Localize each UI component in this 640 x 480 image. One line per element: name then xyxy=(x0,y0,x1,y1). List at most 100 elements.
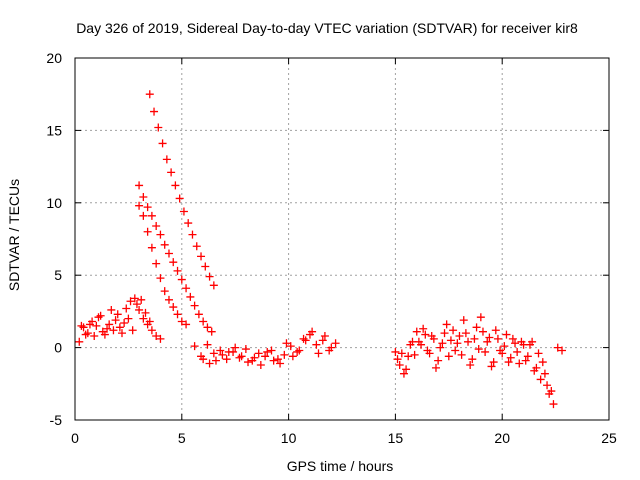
data-point xyxy=(90,332,99,341)
data-point xyxy=(209,349,218,358)
data-point xyxy=(423,346,432,355)
data-point xyxy=(94,313,103,322)
data-point xyxy=(453,339,462,348)
data-point xyxy=(92,321,101,330)
data-point xyxy=(113,310,122,319)
data-point xyxy=(444,352,453,361)
data-point xyxy=(502,330,511,339)
data-point xyxy=(273,355,282,364)
data-point xyxy=(468,355,477,364)
data-point xyxy=(211,356,220,365)
data-point xyxy=(474,345,483,354)
data-point xyxy=(117,329,126,338)
data-point xyxy=(547,387,556,396)
data-point xyxy=(261,352,270,361)
data-point xyxy=(410,350,419,359)
data-point xyxy=(427,332,436,341)
data-point xyxy=(543,381,552,390)
data-point xyxy=(404,352,413,361)
data-point xyxy=(177,317,186,326)
data-point xyxy=(130,294,139,303)
data-point xyxy=(77,321,86,330)
data-point xyxy=(254,349,263,358)
y-tick-label: -5 xyxy=(50,412,63,428)
data-point xyxy=(147,326,156,335)
data-point xyxy=(139,193,148,202)
data-point xyxy=(167,168,176,177)
data-point xyxy=(504,358,513,367)
data-point xyxy=(197,252,206,261)
data-point xyxy=(169,258,178,267)
data-point xyxy=(143,227,152,236)
data-point xyxy=(160,287,169,296)
data-point xyxy=(218,350,227,359)
data-point xyxy=(156,274,165,283)
data-point xyxy=(431,363,440,372)
data-point xyxy=(288,352,297,361)
data-point xyxy=(457,350,466,359)
data-point xyxy=(438,339,447,348)
data-point xyxy=(256,360,265,369)
data-point xyxy=(538,358,547,367)
data-point xyxy=(515,359,524,368)
data-point xyxy=(318,336,327,345)
data-point xyxy=(536,375,545,384)
series-early-cluster-b xyxy=(77,295,154,341)
data-point xyxy=(152,332,161,341)
data-point xyxy=(175,194,184,203)
data-point xyxy=(436,343,445,352)
data-point xyxy=(194,310,203,319)
data-point xyxy=(397,349,406,358)
data-point xyxy=(483,337,492,346)
data-point xyxy=(179,207,188,216)
series-late-cluster-b xyxy=(393,324,556,396)
data-point xyxy=(451,346,460,355)
data-point xyxy=(391,347,400,356)
data-point xyxy=(301,336,310,345)
data-point xyxy=(164,249,173,258)
x-tick-label: 5 xyxy=(178,430,186,446)
data-point xyxy=(511,339,520,348)
data-point xyxy=(216,346,225,355)
data-point xyxy=(442,320,451,329)
data-point xyxy=(523,352,532,361)
data-point xyxy=(421,330,430,339)
data-point xyxy=(192,242,201,251)
data-point xyxy=(399,369,408,378)
data-point xyxy=(173,310,182,319)
data-point xyxy=(308,327,317,336)
data-point xyxy=(154,123,163,132)
y-tick-label: 20 xyxy=(46,50,62,66)
data-point xyxy=(145,90,154,99)
data-point xyxy=(209,281,218,290)
data-point xyxy=(207,327,216,336)
data-point xyxy=(419,324,428,333)
data-point xyxy=(205,272,214,281)
data-point xyxy=(412,327,421,336)
data-point xyxy=(558,346,567,355)
data-point xyxy=(105,320,114,329)
data-point xyxy=(487,362,496,371)
data-point xyxy=(312,340,321,349)
data-point xyxy=(162,155,171,164)
y-tick-label: 10 xyxy=(46,195,62,211)
data-point xyxy=(85,320,94,329)
data-point xyxy=(109,326,118,335)
data-point xyxy=(173,266,182,275)
data-point xyxy=(320,332,329,341)
data-point xyxy=(81,330,90,339)
data-point xyxy=(115,323,124,332)
data-points xyxy=(75,90,567,409)
data-point xyxy=(222,355,231,364)
data-point xyxy=(190,342,199,351)
data-point xyxy=(120,318,129,327)
data-point xyxy=(267,346,276,355)
data-point xyxy=(135,181,144,190)
data-point xyxy=(513,347,522,356)
data-point xyxy=(406,340,415,349)
data-point xyxy=(237,352,246,361)
data-point xyxy=(282,339,291,348)
data-point xyxy=(143,203,152,212)
data-point xyxy=(553,343,562,352)
data-point xyxy=(395,360,404,369)
